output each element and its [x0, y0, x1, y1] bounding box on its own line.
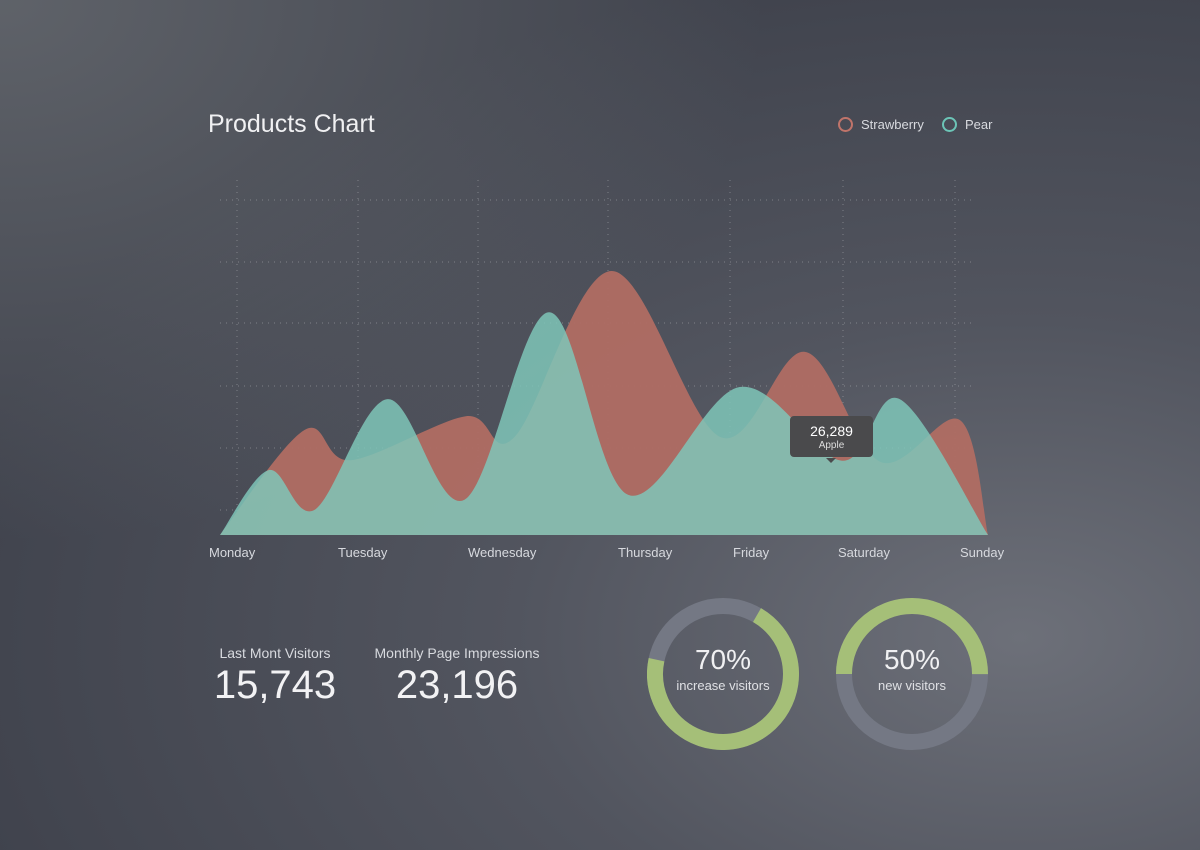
- donut-percent: 70%: [694, 644, 752, 675]
- donut-percent: 50%: [883, 644, 941, 675]
- donut-label: increase visitors: [676, 678, 770, 693]
- legend-item-pear[interactable]: Pear: [942, 117, 992, 132]
- area-pear: [220, 312, 988, 535]
- series-layer: [220, 271, 988, 535]
- stat-value: 23,196: [395, 663, 519, 707]
- legend-label: Strawberry: [861, 117, 924, 132]
- x-tick-label: Saturday: [838, 545, 891, 560]
- data-tooltip: 26,289 Apple: [790, 416, 873, 463]
- legend-item-strawberry[interactable]: Strawberry: [838, 117, 924, 132]
- pear-ring-icon: [942, 117, 957, 132]
- x-tick-label: Tuesday: [338, 545, 388, 560]
- x-tick-label: Friday: [733, 545, 770, 560]
- stat-label: Monthly Page Impressions: [374, 645, 540, 661]
- donut-progress-arc: [836, 598, 988, 750]
- x-tick-label: Sunday: [960, 545, 1005, 560]
- donut-new-visitors: 50% new visitors: [836, 598, 988, 750]
- stat-last-month-visitors: Last Mont Visitors 15,743: [205, 645, 345, 708]
- x-tick-label: Thursday: [618, 545, 673, 560]
- donut-increase-visitors: 70% increase visitors: [647, 598, 799, 750]
- legend-label: Pear: [965, 117, 993, 132]
- x-tick-label: Monday: [209, 545, 256, 560]
- tooltip-value: 26,289: [810, 423, 853, 439]
- stat-label: Last Mont Visitors: [219, 645, 331, 661]
- donut-ring: [836, 598, 988, 750]
- tooltip-label: Apple: [818, 440, 845, 451]
- page-title: Products Chart: [208, 110, 375, 138]
- donut-progress-arc: [647, 598, 799, 750]
- strawberry-ring-icon: [838, 117, 853, 132]
- x-tick-label: Wednesday: [468, 545, 537, 560]
- stat-monthly-page-impressions: Monthly Page Impressions 23,196: [366, 645, 548, 708]
- stat-value: 15,743: [213, 663, 337, 707]
- donut-label: new visitors: [878, 678, 946, 693]
- donut-ring: [647, 598, 799, 750]
